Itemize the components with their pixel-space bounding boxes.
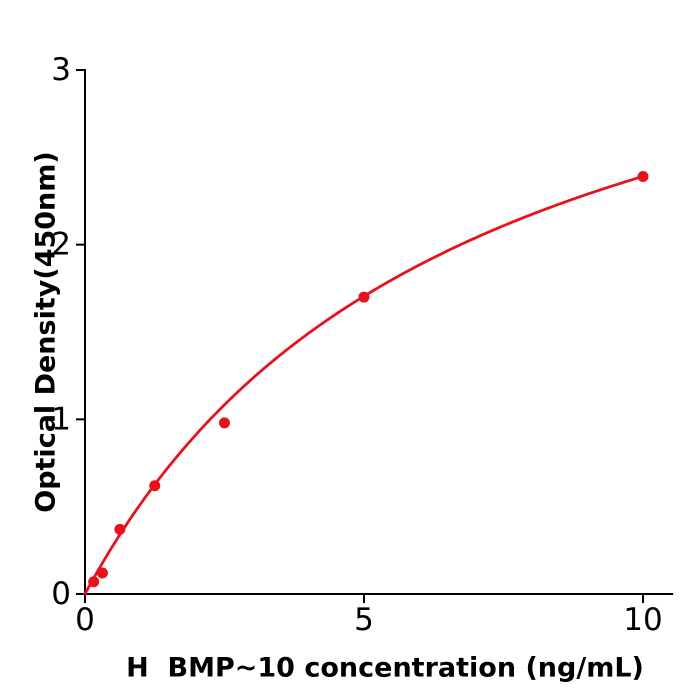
x-tick-label: 5 xyxy=(354,602,374,638)
y-tick-label: 0 xyxy=(51,576,71,612)
data-point xyxy=(219,417,230,429)
y-tick-label: 3 xyxy=(51,52,71,88)
y-tick-label: 1 xyxy=(51,401,71,437)
y-tick-label: 2 xyxy=(51,227,71,263)
fit-curve xyxy=(83,174,645,596)
data-point xyxy=(358,291,370,303)
data-point xyxy=(114,523,126,535)
axes-spines xyxy=(84,69,674,595)
data-point xyxy=(149,480,161,492)
data-point xyxy=(96,567,108,579)
data-point xyxy=(88,576,100,588)
data-point xyxy=(637,171,649,183)
x-tick-label: 10 xyxy=(623,602,662,638)
y-axis-title: Optical Density(450nm) xyxy=(30,151,62,513)
x-axis-title: H BMP~10 concentration (ng/mL) xyxy=(126,652,644,684)
x-tick-label: 0 xyxy=(75,602,95,638)
